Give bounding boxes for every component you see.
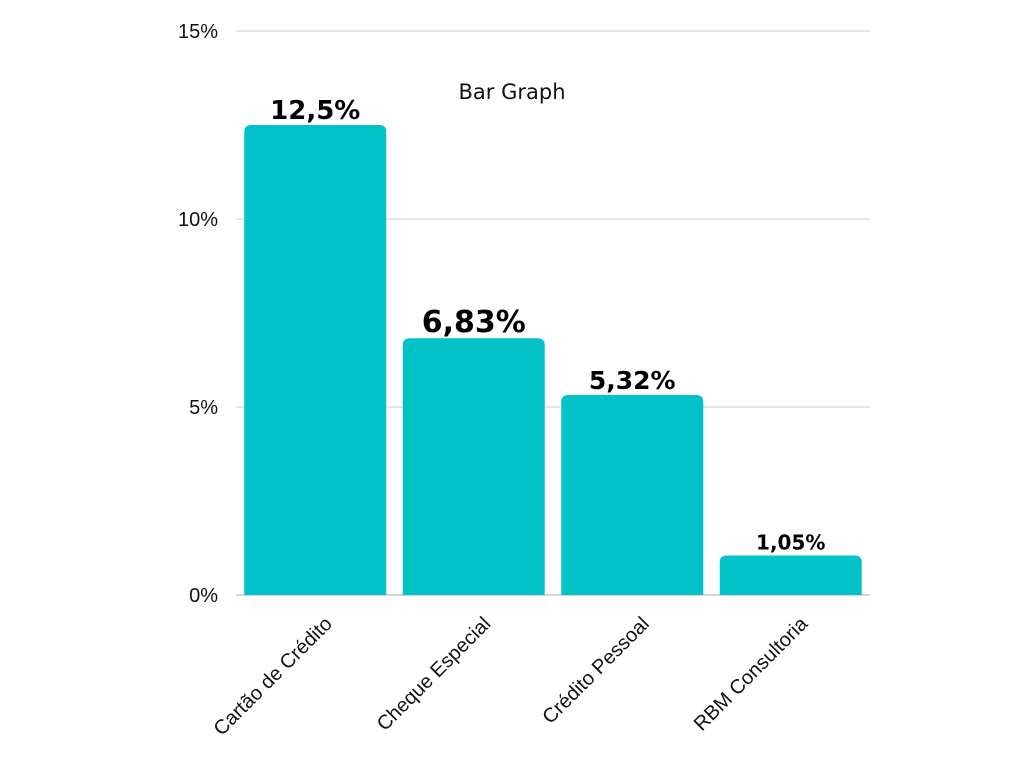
bar-value-label: 5,32% — [589, 366, 676, 395]
category-labels: Cartão de Crédito Cheque Especial Crédito … — [210, 612, 813, 740]
y-tick-label: 15% — [178, 21, 218, 43]
bar — [244, 125, 387, 595]
y-tick-label: 5% — [189, 397, 218, 419]
bar — [402, 338, 545, 595]
chart-title: Bar Graph — [459, 80, 566, 104]
category-label: Crédito Pessoal — [538, 613, 653, 728]
category-label: Cheque Especial — [373, 613, 495, 735]
y-tick-label: 0% — [189, 585, 218, 607]
category-label: RBM Consultoria — [690, 612, 813, 735]
bar-value-label: 6,83% — [422, 305, 526, 340]
bar — [561, 394, 704, 595]
bar-value-label: 12,5% — [270, 96, 360, 126]
y-tick-label: 10% — [178, 209, 218, 231]
value-labels: 12,5% 6,83% 5,32% 1,05% — [270, 96, 825, 555]
bar — [719, 555, 862, 595]
category-label: Cartão de Crédito — [210, 613, 337, 740]
bars — [244, 125, 862, 595]
bar-value-label: 1,05% — [756, 531, 825, 555]
y-axis-ticks: 0% 5% 10% 15% — [178, 21, 218, 607]
